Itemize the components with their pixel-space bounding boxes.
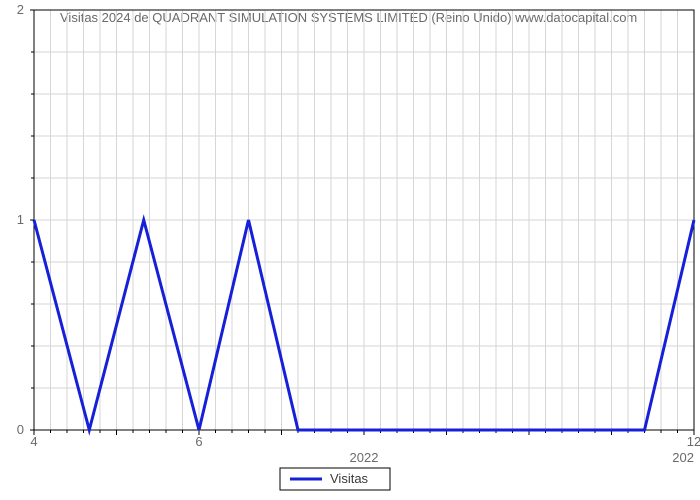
- grid: [34, 10, 694, 430]
- chart-title: Visitas 2024 de QUADRANT SIMULATION SYST…: [60, 10, 637, 25]
- x-axis-ticks: 4 6 12 2022 202: [30, 430, 700, 465]
- svg-text:12: 12: [687, 434, 700, 449]
- x-axis-center-label: 2022: [350, 450, 379, 465]
- legend: Visitas: [280, 468, 390, 490]
- svg-text:1: 1: [17, 212, 24, 227]
- svg-text:2: 2: [17, 2, 24, 17]
- x-axis-right-label: 202: [672, 450, 694, 465]
- svg-text:0: 0: [17, 422, 24, 437]
- y-axis-ticks: 0 1 2: [17, 2, 34, 437]
- svg-text:4: 4: [30, 434, 37, 449]
- legend-label: Visitas: [330, 471, 369, 486]
- svg-text:6: 6: [195, 434, 202, 449]
